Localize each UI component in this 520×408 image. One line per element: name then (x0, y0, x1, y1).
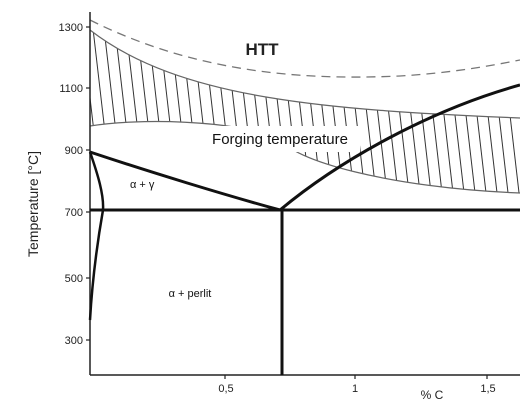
hatch-stroke (102, 30, 126, 193)
x-axis-ticks (224, 375, 488, 379)
hatch-stroke (465, 30, 489, 193)
forging-temperature-label: Forging temperature (212, 131, 348, 148)
y-tick-1100: 1100 (59, 83, 83, 95)
hatch-stroke (322, 30, 346, 193)
hatch-stroke (410, 30, 434, 193)
y-tick-300: 300 (65, 335, 83, 347)
x-tick-0-5: 0,5 (218, 383, 233, 395)
y-tick-1300: 1300 (59, 22, 83, 34)
hatch-stroke (509, 30, 520, 193)
hatch-stroke (377, 30, 401, 193)
hatch-stroke (190, 30, 214, 193)
alpha-gamma-label: α + γ (130, 179, 155, 191)
forging-label-background (202, 126, 360, 152)
x-tick-1-5: 1,5 (480, 383, 495, 395)
y-axis-ticks (86, 26, 90, 341)
y-tick-900: 900 (65, 145, 83, 157)
hatch-stroke (212, 30, 236, 193)
y-tick-500: 500 (65, 273, 83, 285)
hatch-stroke (498, 30, 520, 193)
htt-label: HTT (245, 40, 279, 59)
alpha-perlit-label: α + perlit (169, 288, 212, 300)
a3-line (89, 150, 281, 212)
hatch-stroke (476, 30, 500, 193)
hatch-stroke (333, 30, 357, 193)
x-tick-1: 1 (352, 383, 358, 395)
htt-label-background (232, 38, 292, 60)
x-axis-unit: % C (421, 388, 444, 402)
forging-band-upper-edge (89, 29, 520, 119)
acm-line (279, 83, 520, 212)
hatch-stroke (201, 30, 225, 193)
y-axis-label: Temperature [°C] (25, 151, 41, 257)
y-tick-700: 700 (65, 207, 83, 219)
hatch-stroke (366, 30, 390, 193)
ferrite-boundary (88, 151, 105, 321)
htt-dashed-curve (89, 19, 520, 78)
hatch-stroke (355, 30, 379, 193)
hatch-stroke (91, 30, 115, 193)
hatch-stroke (487, 30, 511, 193)
hatch-stroke (289, 30, 313, 193)
hatch-stroke (344, 30, 368, 193)
hatch-stroke (90, 30, 93, 193)
